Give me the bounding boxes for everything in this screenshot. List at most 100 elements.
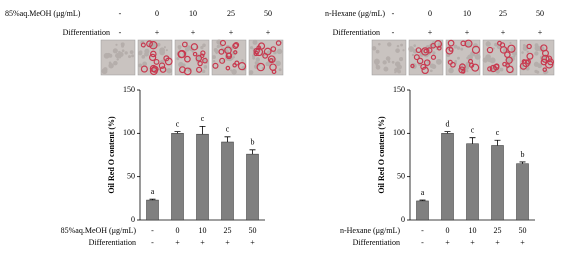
micrograph — [482, 39, 518, 76]
lipid-droplet — [471, 45, 481, 54]
texture — [212, 55, 216, 60]
x-treatment-label: n-Hexane (μg/mL) — [340, 226, 400, 235]
texture — [526, 50, 529, 53]
lipid-droplet — [190, 43, 199, 51]
x-treatment-label: 85%aq.MeOH (μg/mL) — [61, 226, 137, 235]
differentiation-sign: + — [250, 238, 255, 247]
texture — [276, 48, 283, 55]
lipid-droplet — [430, 54, 437, 60]
texture — [402, 49, 405, 52]
texture — [178, 47, 181, 50]
error-bar — [224, 136, 231, 142]
lipid-droplet — [192, 51, 198, 57]
texture — [377, 42, 381, 46]
texture — [278, 68, 282, 72]
texture — [396, 44, 400, 48]
differentiation-label: Differentiation — [333, 28, 380, 37]
texture — [533, 61, 539, 67]
differentiation-sign: + — [501, 28, 506, 37]
differentiation-sign: + — [225, 238, 230, 247]
dose-label: 25 — [499, 9, 507, 18]
y-tick-label: 100 — [123, 128, 135, 137]
lipid-droplet — [522, 59, 530, 68]
lipid-droplet — [468, 58, 474, 64]
differentiation-label: Differentiation — [63, 28, 110, 37]
lipid-droplet — [416, 57, 424, 65]
lipid-droplet — [544, 60, 554, 69]
significance-letter: d — [446, 119, 450, 128]
error-bar — [174, 131, 181, 134]
texture — [142, 61, 148, 67]
y-tick-label: 0 — [131, 215, 135, 224]
texture — [165, 49, 168, 52]
texture — [200, 45, 204, 50]
texture — [456, 46, 461, 50]
x-tick-label: 0 — [176, 226, 180, 235]
lipid-droplet — [269, 58, 274, 63]
texture — [548, 61, 551, 64]
texture — [419, 52, 425, 57]
texture — [249, 46, 254, 50]
x-tick-label: 0 — [446, 226, 450, 235]
texture — [521, 51, 524, 54]
bar — [221, 141, 234, 221]
differentiation-sign: + — [465, 28, 470, 37]
significance-letter: c — [201, 114, 205, 123]
micrograph — [174, 39, 210, 76]
error-bar — [199, 126, 206, 135]
lipid-droplet — [150, 50, 157, 58]
lipid-droplet — [487, 66, 493, 72]
x-tick-label: 10 — [199, 226, 207, 235]
texture — [429, 69, 433, 73]
texture — [499, 67, 504, 72]
lipid-droplet — [181, 41, 188, 48]
lipid-droplet — [225, 52, 233, 60]
lipid-droplet — [423, 48, 428, 54]
lipid-droplet — [505, 56, 513, 64]
x-differentiation-label: Differentiation — [89, 238, 136, 247]
texture — [156, 42, 161, 47]
dose-label: 0 — [428, 9, 432, 18]
texture — [129, 50, 134, 54]
texture — [106, 52, 111, 58]
differentiation-sign: + — [520, 238, 525, 247]
lipid-droplet — [447, 59, 453, 65]
lipid-droplet — [545, 55, 553, 63]
lipid-droplet — [262, 52, 269, 59]
differentiation-sign: - — [151, 238, 154, 247]
dose-label: 50 — [264, 9, 272, 18]
lipid-droplet — [547, 58, 555, 66]
texture — [138, 50, 143, 56]
dose-label: 50 — [536, 9, 544, 18]
lipid-droplet — [164, 57, 173, 66]
texture — [382, 60, 387, 65]
bar — [171, 133, 184, 221]
lipid-droplet — [410, 63, 415, 69]
texture — [534, 69, 538, 74]
significance-letter: c — [176, 119, 180, 128]
texture — [116, 58, 119, 61]
texture — [391, 60, 395, 64]
lipid-droplet — [219, 39, 227, 47]
texture — [276, 61, 279, 64]
lipid-droplet — [183, 67, 192, 76]
lipid-droplet — [270, 46, 277, 52]
lipid-droplet — [196, 66, 203, 73]
x-differentiation-label: Differentiation — [353, 238, 400, 247]
micrograph — [211, 39, 247, 76]
lipid-droplet — [420, 47, 430, 56]
dose-label: 25 — [227, 9, 235, 18]
texture — [534, 51, 539, 56]
texture — [222, 59, 225, 63]
texture — [474, 53, 481, 60]
texture — [261, 66, 265, 70]
lipid-droplet — [218, 48, 225, 55]
significance-letter: c — [471, 125, 475, 134]
texture — [121, 49, 125, 53]
texture — [144, 48, 150, 54]
texture — [509, 41, 512, 45]
texture — [131, 54, 135, 58]
texture — [216, 50, 219, 54]
texture — [216, 44, 220, 49]
texture — [387, 60, 391, 63]
